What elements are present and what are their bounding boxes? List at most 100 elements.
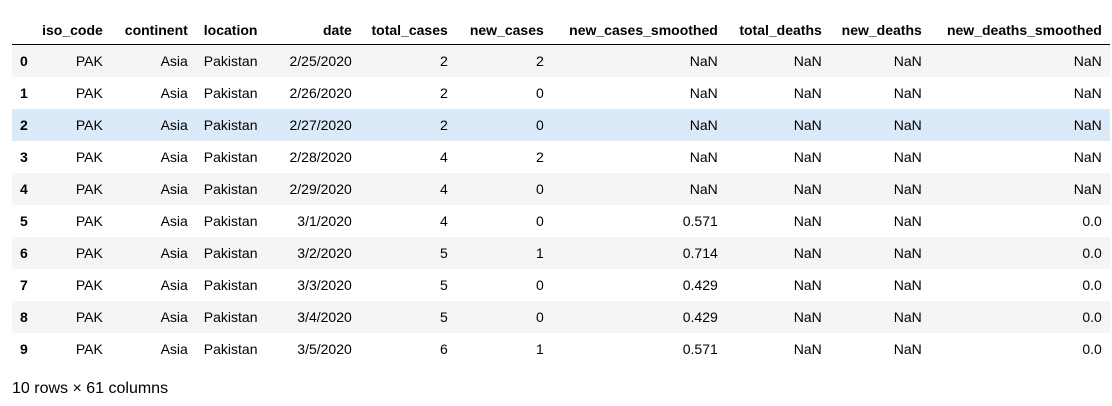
table-cell: Pakistan — [203, 308, 258, 325]
table-cell: NaN — [893, 212, 922, 229]
table-cell: 0 — [536, 116, 544, 133]
table-cell: NaN — [793, 180, 822, 197]
column-header: date — [276, 0, 360, 45]
row-column-summary: 10 rows × 61 columns — [12, 380, 169, 397]
table-cell: 1 — [536, 244, 544, 261]
row-index: 5 — [20, 212, 28, 229]
table-row: 1 PAK Asia Pakistan 2/26/2020 2 0 NaN NaN NaN NaN — [12, 76, 1110, 109]
table-cell: 5 — [440, 276, 448, 293]
table-cell: Asia — [160, 212, 188, 229]
table-cell: Pakistan — [203, 180, 258, 197]
table-cell: 0.714 — [682, 244, 718, 261]
table-cell: NaN — [893, 116, 922, 133]
table-cell: 3/1/2020 — [297, 212, 352, 229]
table-cell: 5 — [440, 244, 448, 261]
table-cell: NaN — [893, 244, 922, 261]
row-index: 8 — [20, 308, 28, 325]
table-cell: PAK — [75, 148, 103, 165]
column-header: new_cases — [455, 0, 552, 45]
table-cell: PAK — [75, 212, 103, 229]
table-cell: 0 — [536, 180, 544, 197]
table-row: 3 PAK Asia Pakistan 2/28/2020 4 2 NaN NaN NaN NaN — [12, 140, 1110, 173]
table-cell: 3/5/2020 — [297, 340, 352, 357]
column-header: new_deaths — [829, 0, 930, 45]
table-cell: 3/2/2020 — [297, 244, 352, 261]
table-body: 0 PAK Asia Pakistan 2/25/2020 2 2 NaN NaN NaN NaN 1… — [12, 44, 1110, 365]
table-cell: Asia — [160, 244, 188, 261]
table-cell: 0 — [536, 308, 544, 325]
table-cell: PAK — [75, 276, 103, 293]
table-cell: 0.571 — [682, 340, 718, 357]
table-cell: NaN — [793, 276, 822, 293]
table-cell: 0 — [536, 276, 544, 293]
table-cell: NaN — [1073, 84, 1102, 101]
column-header: iso_code — [35, 0, 111, 45]
table-cell: NaN — [1073, 52, 1102, 69]
table-cell: PAK — [75, 52, 103, 69]
table-cell: NaN — [689, 84, 718, 101]
table-cell: NaN — [893, 148, 922, 165]
table-cell: Pakistan — [203, 340, 258, 357]
table-row: 6 PAK Asia Pakistan 3/2/2020 5 1 0.714 NaN NaN 0.0 — [12, 236, 1110, 269]
table-cell: 0.429 — [682, 276, 718, 293]
table-cell: Pakistan — [203, 276, 258, 293]
table-cell: NaN — [689, 52, 718, 69]
table-cell: NaN — [1073, 116, 1102, 133]
table-row: 8 PAK Asia Pakistan 3/4/2020 5 0 0.429 NaN NaN 0.0 — [12, 300, 1110, 333]
table-cell: 0.0 — [1082, 212, 1102, 229]
table-cell: 0.0 — [1082, 244, 1102, 261]
table-cell: 2/27/2020 — [289, 116, 352, 133]
table-cell: PAK — [75, 84, 103, 101]
table-cell: 2 — [536, 148, 544, 165]
table-cell: NaN — [793, 244, 822, 261]
table-cell: NaN — [793, 52, 822, 69]
table-cell: NaN — [893, 340, 922, 357]
table-cell: NaN — [893, 180, 922, 197]
table-cell: Asia — [160, 116, 188, 133]
table-cell: Asia — [160, 52, 188, 69]
table-cell: 0.429 — [682, 308, 718, 325]
table-cell: 6 — [440, 340, 448, 357]
table-cell: NaN — [793, 84, 822, 101]
table-cell: PAK — [75, 244, 103, 261]
table-row: 4 PAK Asia Pakistan 2/29/2020 4 0 NaN NaN NaN NaN — [12, 172, 1110, 205]
table-cell: 3/3/2020 — [297, 276, 352, 293]
table-cell: NaN — [1073, 148, 1102, 165]
table-cell: 0.0 — [1082, 340, 1102, 357]
table-cell: Pakistan — [203, 52, 258, 69]
column-header: total_deaths — [725, 0, 830, 45]
table-row: 5 PAK Asia Pakistan 3/1/2020 4 0 0.571 NaN NaN 0.0 — [12, 204, 1110, 237]
table-cell: Pakistan — [203, 212, 258, 229]
table-cell: NaN — [893, 276, 922, 293]
table-cell: PAK — [75, 116, 103, 133]
table-cell: Asia — [160, 180, 188, 197]
row-index: 4 — [20, 180, 28, 197]
table-cell: 5 — [440, 308, 448, 325]
index-header — [12, 0, 36, 45]
table-cell: Asia — [160, 84, 188, 101]
table-cell: Pakistan — [203, 116, 258, 133]
table-cell: 0.571 — [682, 212, 718, 229]
row-index: 7 — [20, 276, 28, 293]
table-cell: 0.0 — [1082, 308, 1102, 325]
table-cell: Asia — [160, 340, 188, 357]
table-cell: Asia — [160, 308, 188, 325]
table-cell: Asia — [160, 276, 188, 293]
table-cell: Pakistan — [203, 148, 258, 165]
table-cell: 2 — [440, 84, 448, 101]
table-cell: 3/4/2020 — [297, 308, 352, 325]
table-cell: 2/28/2020 — [289, 148, 352, 165]
table-cell: 1 — [536, 340, 544, 357]
table-cell: NaN — [793, 116, 822, 133]
column-header: total_cases — [359, 0, 456, 45]
table-cell: NaN — [689, 180, 718, 197]
row-index: 3 — [20, 148, 28, 165]
table-cell: NaN — [793, 340, 822, 357]
row-index: 1 — [20, 84, 28, 101]
table-row: 0 PAK Asia Pakistan 2/25/2020 2 2 NaN NaN NaN NaN — [12, 44, 1110, 77]
table-cell: NaN — [893, 308, 922, 325]
table-cell: NaN — [689, 116, 718, 133]
table-cell: PAK — [75, 308, 103, 325]
table-cell: 4 — [440, 148, 448, 165]
table-cell: NaN — [793, 148, 822, 165]
